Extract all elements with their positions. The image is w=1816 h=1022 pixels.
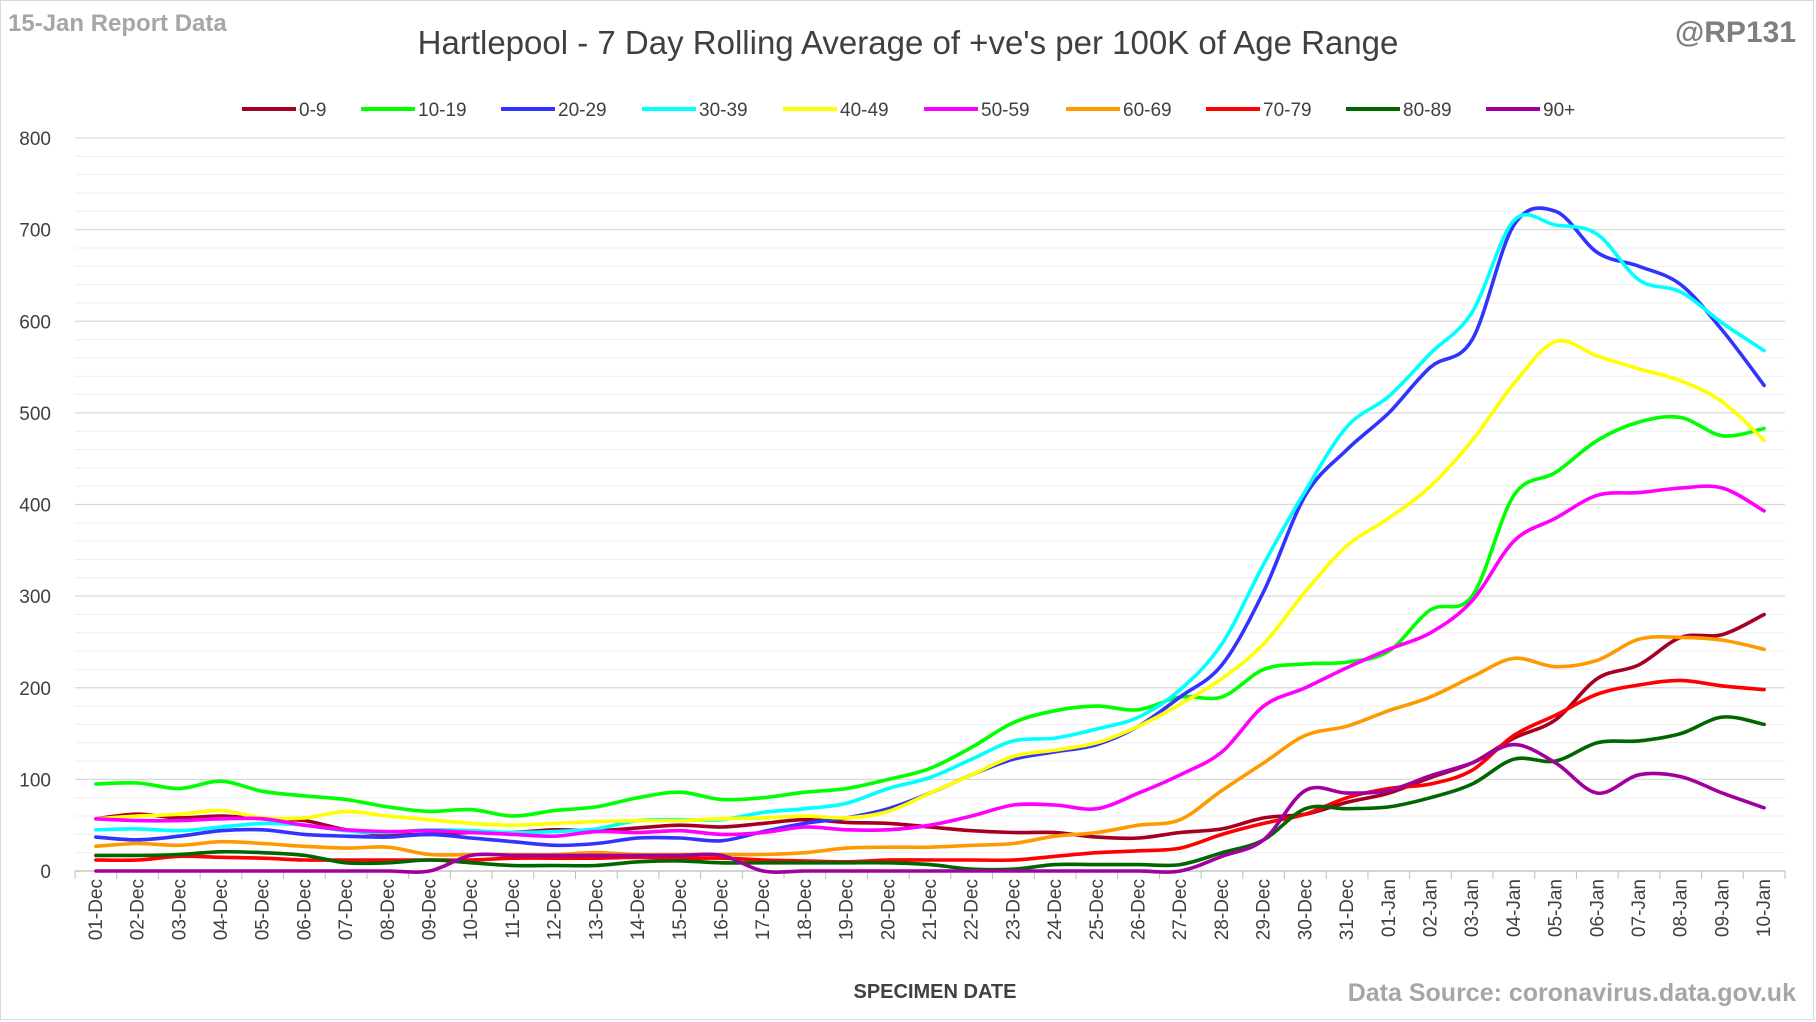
x-tick-label: 20-Dec [878, 879, 899, 940]
author-handle: @RP131 [1675, 16, 1796, 49]
x-tick-label: 01-Dec [86, 879, 107, 940]
legend-label: 40-49 [840, 100, 889, 121]
x-tick-label: 03-Jan [1462, 879, 1483, 937]
series-line-50-59 [94, 484, 1766, 839]
y-tick-label: 200 [19, 679, 51, 700]
x-tick-label: 23-Dec [1003, 879, 1024, 940]
x-tick-label: 15-Dec [670, 879, 691, 940]
chart-title: Hartlepool - 7 Day Rolling Average of +v… [417, 24, 1399, 61]
x-tick-label: 08-Dec [378, 879, 399, 940]
data-source-label: Data Source: coronavirus.data.gov.uk [1347, 979, 1796, 1007]
legend-label: 80-89 [1403, 100, 1452, 121]
x-tick-label: 31-Dec [1337, 879, 1358, 940]
y-tick-label: 600 [19, 312, 51, 333]
x-tick-label: 02-Jan [1420, 879, 1441, 937]
x-tick-label: 13-Dec [586, 879, 607, 940]
x-tick-label: 27-Dec [1170, 879, 1191, 940]
y-tick-label: 0 [40, 862, 51, 883]
legend-label: 60-69 [1123, 100, 1172, 121]
x-tick-label: 09-Jan [1712, 879, 1733, 937]
x-tick-label: 01-Jan [1379, 879, 1400, 937]
x-tick-label: 03-Dec [169, 879, 190, 940]
x-tick-label: 25-Dec [1087, 879, 1108, 940]
series-line-0-9 [94, 612, 1766, 841]
x-tick-label: 06-Dec [294, 879, 315, 940]
x-tick-label: 10-Jan [1754, 879, 1775, 937]
legend: 0-9 10-19 20-29 30-39 40-49 50-59 60-69 70-79 80… [242, 100, 1575, 121]
x-tick-label: 22-Dec [962, 879, 983, 940]
legend-label: 30-39 [699, 100, 748, 121]
series-line-80-89 [94, 715, 1766, 872]
series-line-20-29 [94, 206, 1766, 848]
series-lines [94, 206, 1766, 874]
y-tick-label: 700 [19, 221, 51, 242]
series-line-40-49 [94, 338, 1766, 827]
x-tick-label: 09-Dec [420, 879, 441, 940]
x-tick-label: 24-Dec [1045, 879, 1066, 940]
x-tick-label: 04-Dec [211, 879, 232, 940]
series-line-10-19 [94, 414, 1766, 818]
legend-label: 50-59 [981, 100, 1030, 121]
series-line-60-69 [94, 635, 1766, 857]
y-tick-label: 400 [19, 496, 51, 517]
x-axis-ticks: 01-Dec 02-Dec 03-Dec 04-Dec 05-Dec 06-Dec 07-D… [74, 871, 1786, 940]
y-tick-label: 800 [19, 129, 51, 150]
x-tick-label: 21-Dec [920, 879, 941, 940]
x-tick-label: 17-Dec [753, 879, 774, 940]
y-tick-label: 100 [19, 770, 51, 791]
x-tick-label: 10-Dec [461, 879, 482, 940]
x-axis-title: SPECIMEN DATE [854, 981, 1017, 1003]
legend-label: 20-29 [558, 100, 607, 121]
x-tick-label: 06-Jan [1587, 879, 1608, 937]
legend-label: 70-79 [1263, 100, 1312, 121]
x-tick-label: 12-Dec [545, 879, 566, 940]
y-tick-label: 300 [19, 587, 51, 608]
series-line-70-79 [94, 678, 1766, 864]
legend-label: 90+ [1543, 100, 1575, 121]
x-tick-label: 19-Dec [837, 879, 858, 940]
x-tick-label: 14-Dec [628, 879, 649, 940]
y-tick-label: 500 [19, 404, 51, 425]
y-axis-ticks: 0 100 200 300 400 500 600 700 800 [19, 129, 51, 883]
x-tick-label: 07-Jan [1629, 879, 1650, 937]
x-tick-label: 29-Dec [1254, 879, 1275, 940]
gridlines [75, 137, 1785, 872]
x-tick-label: 11-Dec [503, 879, 524, 939]
series-line-90plus [94, 742, 1766, 874]
x-tick-label: 04-Jan [1504, 879, 1525, 937]
legend-label: 10-19 [418, 100, 467, 121]
x-tick-label: 26-Dec [1129, 879, 1150, 940]
x-tick-label: 05-Jan [1546, 879, 1567, 937]
x-tick-label: 07-Dec [336, 879, 357, 940]
x-tick-label: 18-Dec [795, 879, 816, 940]
x-tick-label: 05-Dec [253, 879, 274, 940]
legend-label: 0-9 [299, 100, 326, 121]
x-tick-label: 16-Dec [711, 879, 732, 940]
x-tick-label: 02-Dec [128, 879, 149, 940]
x-tick-label: 08-Jan [1671, 879, 1692, 937]
x-tick-label: 30-Dec [1295, 879, 1316, 940]
x-tick-label: 28-Dec [1212, 879, 1233, 940]
report-date-label: 15-Jan Report Data [8, 10, 227, 37]
